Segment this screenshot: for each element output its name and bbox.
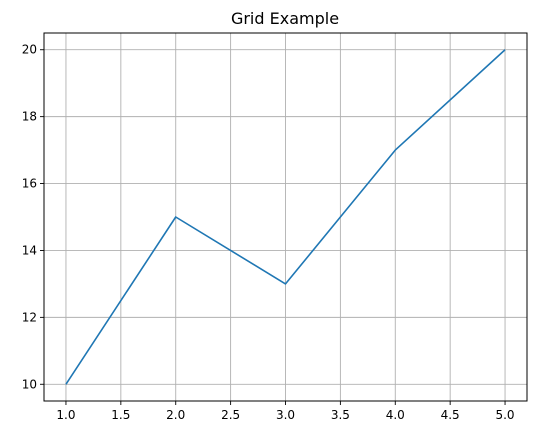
x-tick-label: 4.5 — [441, 408, 460, 422]
x-tick-label: 1.5 — [111, 408, 130, 422]
x-tick-label: 5.0 — [495, 408, 514, 422]
x-tick-label: 1.0 — [56, 408, 75, 422]
grid — [44, 33, 527, 401]
series-layer — [65, 49, 506, 385]
x-tick-label: 3.0 — [276, 408, 295, 422]
chart-title: Grid Example — [231, 9, 339, 28]
y-tick-label: 14 — [22, 243, 37, 257]
y-tick-label: 18 — [22, 110, 37, 124]
x-axis: 1.0 1.5 2.0 2.5 3.0 3.5 4.0 4.5 5.0 — [56, 401, 515, 422]
y-tick-label: 12 — [22, 310, 37, 324]
y-tick-label: 16 — [22, 177, 37, 191]
x-tick-label: 3.5 — [331, 408, 350, 422]
y-axis: 10 12 14 16 18 20 — [22, 43, 44, 391]
y-tick-label: 10 — [22, 377, 37, 391]
y-tick-label: 20 — [22, 43, 37, 57]
x-tick-label: 4.0 — [386, 408, 405, 422]
x-tick-label: 2.0 — [166, 408, 185, 422]
x-tick-label: 2.5 — [221, 408, 240, 422]
